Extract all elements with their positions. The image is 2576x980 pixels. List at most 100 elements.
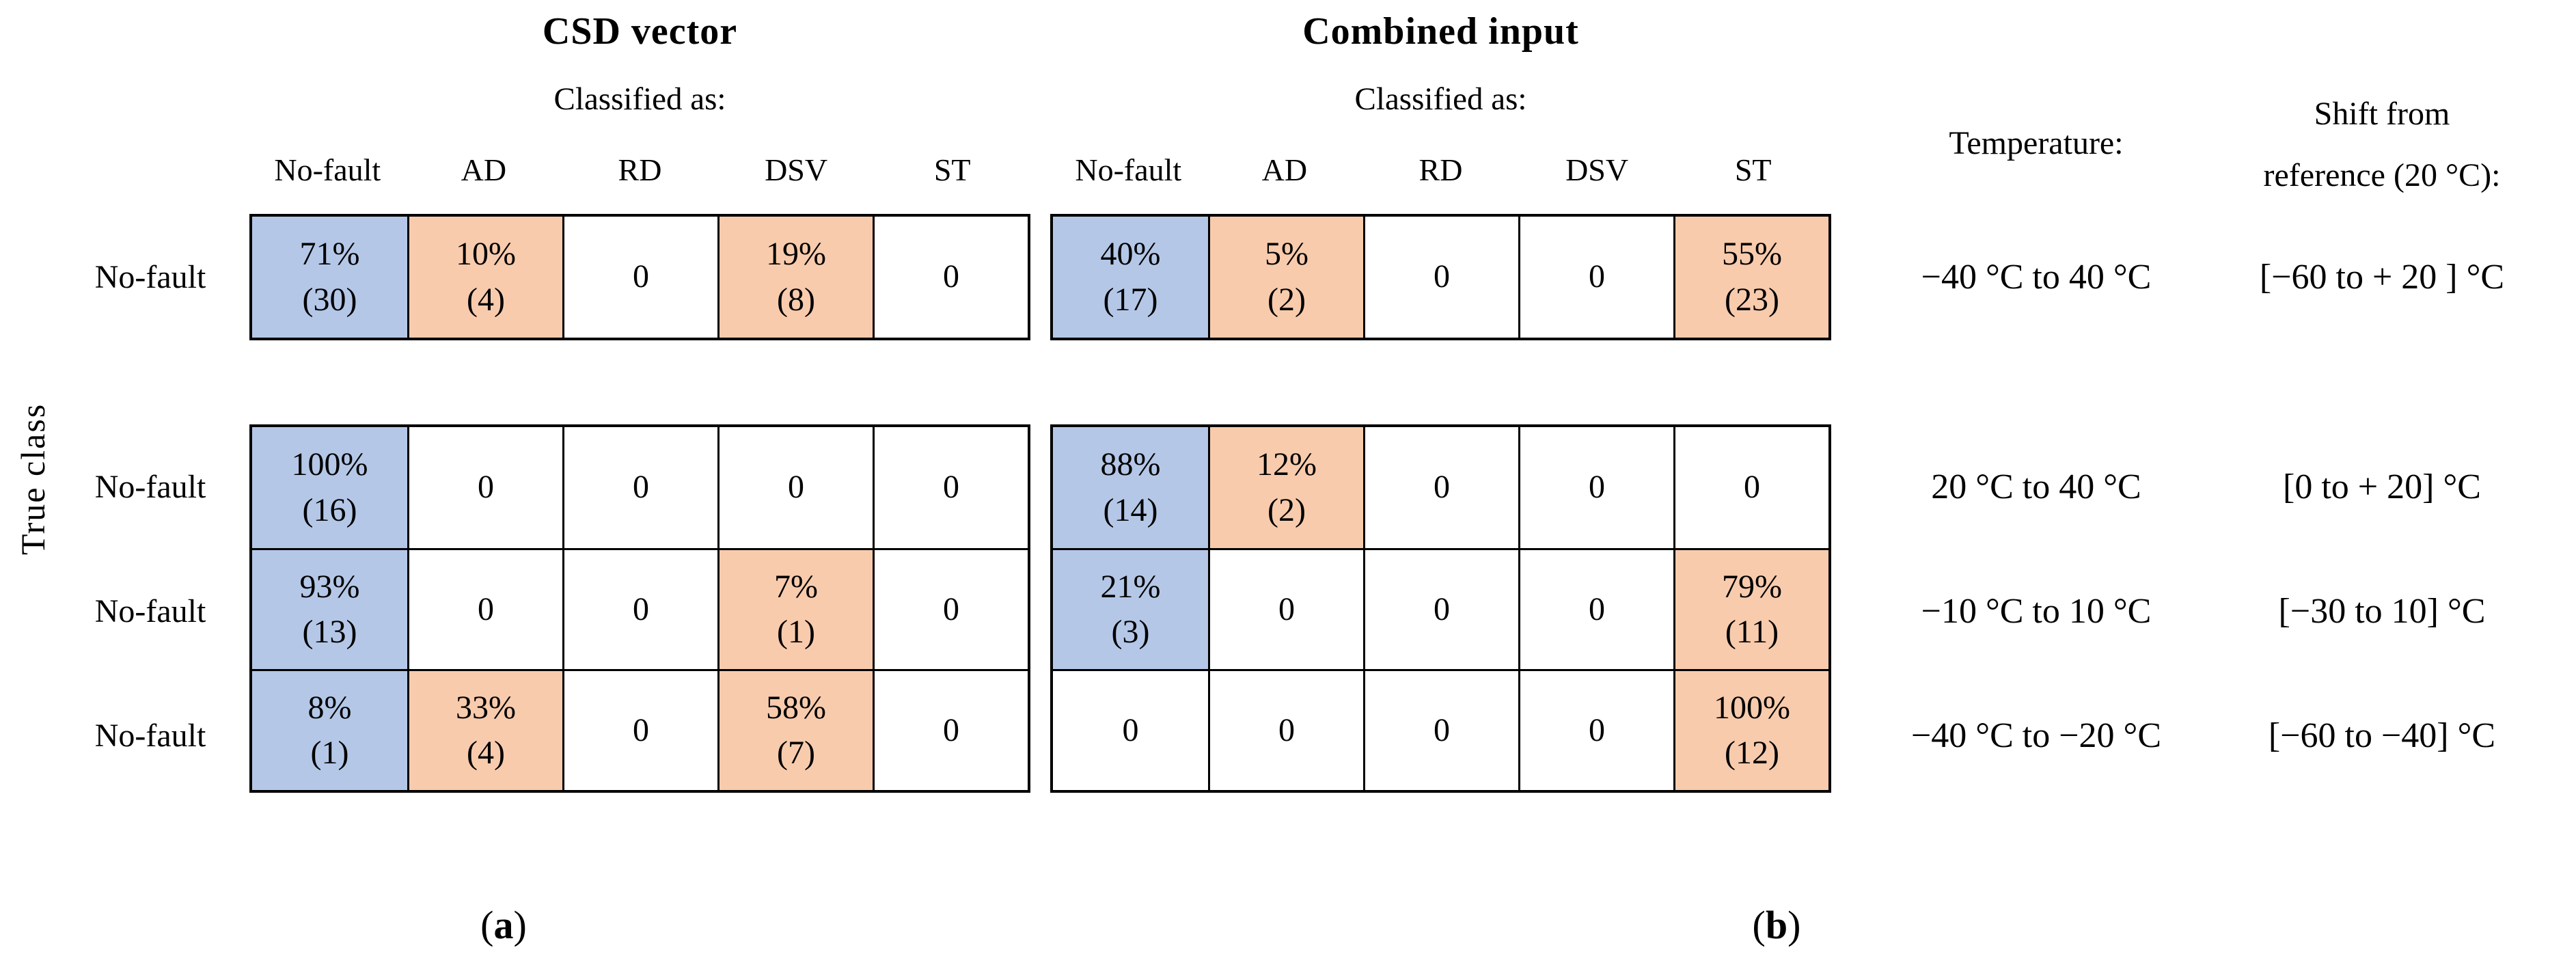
matrix-cell: 0 bbox=[873, 427, 1028, 548]
matrix-cell: 0 bbox=[562, 669, 717, 790]
matrix-cell: 33% (4) bbox=[407, 669, 562, 790]
cell-percentage: 79% bbox=[1722, 568, 1782, 605]
column-header-ad: AD bbox=[1261, 152, 1308, 187]
row-label-3: No-fault bbox=[94, 593, 206, 629]
matrix-cell: 7% (1) bbox=[717, 548, 873, 669]
column-header-dsv: DSV bbox=[1565, 152, 1629, 187]
cell-count: (1) bbox=[777, 614, 815, 650]
shift-header-line2: reference (20 °C): bbox=[2263, 157, 2501, 193]
cell-percentage: 0 bbox=[943, 711, 959, 748]
matrix-cell: 0 bbox=[873, 669, 1028, 790]
cell-count: (17) bbox=[1103, 281, 1158, 318]
cell-percentage: 0 bbox=[1434, 590, 1450, 627]
cell-percentage: 33% bbox=[456, 689, 516, 726]
cell-percentage: 12% bbox=[1257, 446, 1317, 483]
cell-count: (7) bbox=[777, 735, 815, 771]
panel-a-subtitle: Classified as: bbox=[553, 81, 726, 117]
cell-percentage: 58% bbox=[766, 689, 826, 726]
matrix-cell: 0 bbox=[407, 427, 562, 548]
cell-percentage: 0 bbox=[478, 469, 494, 506]
matrix-cell: 0 bbox=[1363, 217, 1518, 338]
cell-percentage: 0 bbox=[633, 258, 649, 295]
cell-count: (12) bbox=[1725, 735, 1779, 771]
matrix-cell: 100% (12) bbox=[1673, 669, 1828, 790]
cell-percentage: 0 bbox=[633, 590, 649, 627]
matrix-cell: 0 bbox=[1518, 427, 1673, 548]
temperature-range-row3: −10 °C to 10 °C bbox=[1921, 591, 2152, 631]
matrix-cell: 0 bbox=[873, 548, 1028, 669]
cell-percentage: 0 bbox=[633, 711, 649, 748]
matrix-cell: 0 bbox=[1208, 548, 1363, 669]
matrix-cell: 0 bbox=[873, 217, 1028, 338]
shift-header-line1: Shift from bbox=[2314, 96, 2450, 132]
cell-percentage: 0 bbox=[633, 469, 649, 506]
caption-b-open-paren: ( bbox=[1752, 903, 1766, 947]
temperature-column-header: Temperature: bbox=[1949, 125, 2124, 161]
column-header-st: ST bbox=[1734, 152, 1772, 187]
panel-b-column-headers: No-fault AD RD DSV ST bbox=[1050, 149, 1831, 190]
cell-count: (8) bbox=[777, 281, 815, 318]
matrix-cell: 5% (2) bbox=[1208, 217, 1363, 338]
matrix-cell: 88% (14) bbox=[1053, 427, 1208, 548]
column-header-rd: RD bbox=[1419, 152, 1463, 187]
matrix-cell: 0 bbox=[407, 548, 562, 669]
cell-percentage: 10% bbox=[456, 236, 516, 273]
cell-percentage: 88% bbox=[1100, 446, 1161, 483]
matrix-cell: 8% (1) bbox=[252, 669, 407, 790]
caption-a: (a) bbox=[408, 902, 599, 948]
caption-a-open-paren: ( bbox=[480, 903, 494, 947]
matrix-cell: 0 bbox=[562, 548, 717, 669]
matrix-cell: 21% (3) bbox=[1053, 548, 1208, 669]
cell-count: (4) bbox=[467, 281, 505, 318]
matrix-cell: 93% (13) bbox=[252, 548, 407, 669]
cell-percentage: 5% bbox=[1265, 236, 1308, 273]
column-header-ad: AD bbox=[461, 152, 507, 187]
row-label-1: No-fault bbox=[94, 259, 206, 295]
matrix-cell: 55% (23) bbox=[1673, 217, 1828, 338]
cell-percentage: 55% bbox=[1722, 236, 1782, 273]
cell-percentage: 0 bbox=[1589, 590, 1605, 627]
caption-a-close-paren: ) bbox=[513, 903, 527, 947]
cell-count: (16) bbox=[302, 491, 357, 528]
cell-percentage: 7% bbox=[774, 568, 818, 605]
matrix-cell: 100% (16) bbox=[252, 427, 407, 548]
matrix-cell: 19% (8) bbox=[717, 217, 873, 338]
cell-percentage: 0 bbox=[1122, 711, 1139, 748]
matrix-cell: 0 bbox=[1518, 548, 1673, 669]
shift-range-row1: [−60 to + 20 ] °C bbox=[2259, 258, 2505, 297]
cell-percentage: 0 bbox=[1589, 258, 1605, 295]
cell-percentage: 8% bbox=[307, 689, 352, 726]
cell-count: (30) bbox=[302, 281, 357, 318]
temperature-range-row1: −40 °C to 40 °C bbox=[1921, 258, 2152, 297]
true-class-axis-label: True class bbox=[14, 403, 52, 556]
matrix-cell: 0 bbox=[1363, 548, 1518, 669]
cell-percentage: 0 bbox=[943, 258, 959, 295]
cell-count: (2) bbox=[1268, 491, 1306, 528]
cell-count: (4) bbox=[467, 735, 505, 771]
shift-column-header: Shift from reference (20 °C): bbox=[2191, 83, 2573, 206]
shift-range-row2: [0 to + 20] °C bbox=[2283, 467, 2481, 506]
panel-a-matrix-block-1: 71% (30) 10% (4) 0 19% (8) 0 bbox=[249, 214, 1030, 340]
panel-a-column-headers: No-fault AD RD DSV ST bbox=[249, 149, 1030, 190]
cell-count: (14) bbox=[1103, 491, 1158, 528]
cell-count: (2) bbox=[1268, 281, 1306, 318]
caption-b: (b) bbox=[1681, 902, 1872, 948]
matrix-cell: 0 bbox=[1053, 669, 1208, 790]
cell-percentage: 71% bbox=[299, 236, 360, 273]
cell-percentage: 100% bbox=[291, 446, 368, 483]
cell-percentage: 0 bbox=[1278, 711, 1295, 748]
cell-percentage: 0 bbox=[1278, 590, 1295, 627]
cell-percentage: 0 bbox=[1434, 469, 1450, 506]
matrix-cell: 0 bbox=[1363, 669, 1518, 790]
cell-percentage: 0 bbox=[1589, 711, 1605, 748]
cell-percentage: 0 bbox=[1589, 469, 1605, 506]
cell-percentage: 0 bbox=[943, 469, 959, 506]
matrix-cell: 0 bbox=[1518, 217, 1673, 338]
column-header-st: ST bbox=[933, 152, 971, 187]
matrix-cell: 10% (4) bbox=[407, 217, 562, 338]
column-header-no-fault: No-fault bbox=[274, 152, 381, 187]
matrix-cell: 40% (17) bbox=[1053, 217, 1208, 338]
caption-b-close-paren: ) bbox=[1787, 903, 1801, 947]
matrix-cell: 0 bbox=[562, 427, 717, 548]
